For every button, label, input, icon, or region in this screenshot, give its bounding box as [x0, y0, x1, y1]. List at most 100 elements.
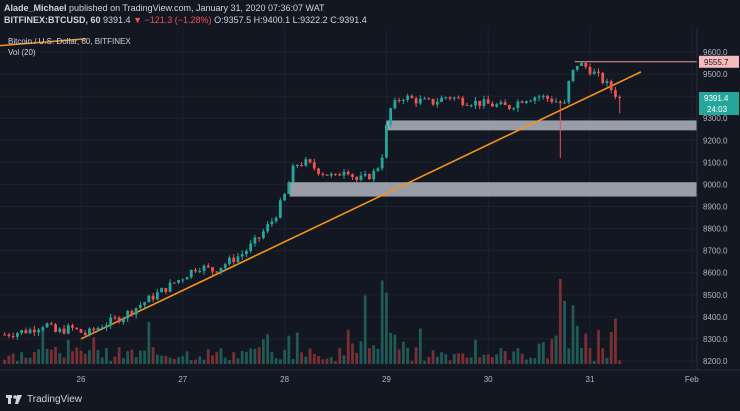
- support-zone: [386, 120, 697, 131]
- price-chart[interactable]: 8200.0 8300.0 8400.0 8500.0 8600.0 8700.0 8800…: [0, 28, 740, 390]
- candle-body: [32, 329, 36, 333]
- candle-body: [54, 324, 57, 332]
- candle-body: [355, 176, 359, 180]
- volume-bar: [461, 353, 465, 364]
- volume-bar: [257, 347, 261, 364]
- volume-bar: [312, 353, 316, 364]
- candle-body: [28, 329, 32, 334]
- volume-bar: [571, 305, 575, 364]
- candle-body: [376, 168, 380, 171]
- candle-body: [215, 271, 219, 273]
- candle-body: [62, 328, 66, 334]
- candle-body: [546, 95, 549, 99]
- candle-body: [427, 98, 431, 100]
- price-tick-label: 9600.0: [703, 48, 728, 57]
- volume-bar: [601, 348, 605, 364]
- candle-body: [177, 279, 180, 283]
- candle-body: [66, 325, 70, 334]
- volume-bar: [96, 349, 100, 364]
- candle-body: [274, 217, 278, 222]
- volume-bar: [155, 354, 159, 364]
- candle-body: [15, 333, 19, 337]
- volume-bar: [181, 356, 185, 364]
- volume-bar: [28, 357, 32, 364]
- volume-bar: [444, 354, 448, 364]
- volume-bar: [317, 356, 320, 364]
- volume-bar: [338, 347, 342, 364]
- volume-bar: [278, 359, 282, 364]
- volume-bar: [88, 350, 91, 364]
- candle-body: [389, 108, 393, 125]
- candle-body: [529, 100, 533, 102]
- volume-bar: [194, 359, 197, 364]
- time-tick-label: 30: [484, 375, 493, 384]
- volume-bar: [550, 338, 554, 364]
- price-axis[interactable]: 8200.0 8300.0 8400.0 8500.0 8600.0 8700.0 8800…: [696, 28, 740, 370]
- volume-bar: [372, 345, 376, 364]
- candle-body: [3, 334, 7, 336]
- volume-bar: [245, 351, 248, 364]
- candle-body: [524, 101, 528, 103]
- volume-bar: [160, 355, 163, 364]
- volume-bar: [11, 353, 15, 364]
- volume-bar: [198, 356, 202, 364]
- support-zone: [289, 182, 697, 197]
- volume-bar: [185, 351, 189, 364]
- volume-bar: [253, 348, 257, 364]
- candle-body: [232, 257, 236, 263]
- candle-body: [321, 173, 325, 175]
- last-price-label: 9391.4: [704, 94, 729, 103]
- price-tick-label: 8200.0: [703, 357, 728, 366]
- candle-body: [37, 329, 40, 333]
- candle-body: [113, 317, 117, 319]
- volume-bar: [45, 348, 49, 364]
- candle-body: [147, 295, 151, 303]
- volume-bar: [368, 347, 371, 364]
- candle-body: [96, 328, 100, 331]
- candle-body: [329, 173, 333, 176]
- candle-body: [393, 99, 397, 109]
- volume-bar: [261, 339, 265, 364]
- candle-body: [448, 97, 452, 99]
- volume-bar: [491, 357, 494, 364]
- candle-body: [414, 98, 418, 104]
- volume-bar: [32, 352, 36, 364]
- time-tick-label: Feb: [685, 375, 699, 384]
- candle-body: [261, 231, 265, 238]
- volume-bar: [219, 348, 223, 364]
- volume-bar: [452, 354, 456, 364]
- candle-body: [431, 98, 435, 105]
- candle-body: [486, 99, 490, 104]
- candle-body: [410, 95, 414, 99]
- legend-title: Bitcoin / U.S. Dollar, 60, BITFINEX: [8, 37, 131, 46]
- volume-bar: [584, 333, 588, 364]
- tradingview-logo[interactable]: TradingView: [6, 393, 82, 406]
- price-tick-label: 8900.0: [703, 203, 728, 212]
- candle-body: [452, 97, 456, 99]
- candle-body: [257, 237, 261, 239]
- candle-body: [601, 72, 605, 84]
- candle-body: [236, 256, 240, 263]
- volume-bar: [62, 357, 66, 364]
- candle-body: [423, 98, 426, 100]
- ohlc-low: L:9322.2: [292, 15, 328, 25]
- time-axis[interactable]: 26 27 28 29 30 31 Feb: [0, 369, 740, 384]
- candle-body: [278, 200, 282, 218]
- candle-body: [380, 157, 384, 169]
- candle-body: [295, 164, 299, 166]
- volume-bar: [130, 349, 134, 364]
- volume-bar: [177, 357, 180, 364]
- candle-body: [537, 96, 541, 98]
- volume-bar: [355, 352, 359, 364]
- candle-body: [219, 267, 223, 273]
- candle-body: [143, 302, 147, 306]
- volume-bar: [41, 329, 45, 364]
- candle-body: [164, 288, 168, 292]
- price-tick-label: 8800.0: [703, 225, 728, 234]
- candles: [3, 61, 622, 340]
- candle-body: [461, 97, 465, 105]
- candle-body: [88, 328, 91, 335]
- candle-body: [397, 99, 401, 101]
- trendlines: [0, 37, 642, 340]
- author-name[interactable]: Alade_Michael: [4, 3, 67, 13]
